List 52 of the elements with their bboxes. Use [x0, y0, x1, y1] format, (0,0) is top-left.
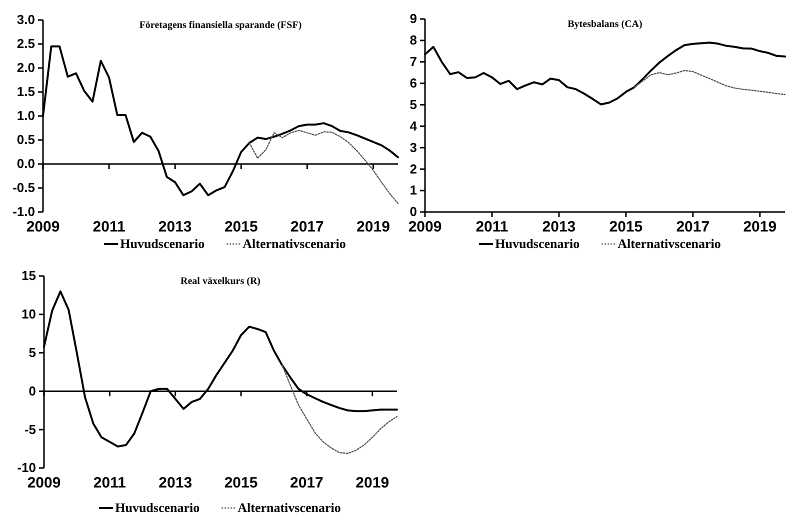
- x-tick-label: 2011: [476, 218, 508, 236]
- x-tick-label: 2013: [158, 474, 192, 492]
- legend-label: Huvudscenario: [495, 236, 580, 251]
- x-tick-label: 2011: [92, 218, 126, 236]
- y-tick-label: -5: [24, 422, 36, 437]
- y-tick-label: 1: [410, 182, 417, 198]
- y-tick-label: 1.0: [16, 108, 35, 124]
- legend-label: Alternativscenario: [242, 236, 346, 251]
- chart-title: Företagens finansiella sparande (FSF): [139, 20, 302, 31]
- y-tick-label: 2.5: [16, 36, 35, 52]
- legend-label: Alternativscenario: [618, 236, 721, 251]
- y-tick-label: -10: [17, 460, 36, 476]
- y-tick-label: 0.5: [16, 132, 35, 148]
- x-tick-label: 2011: [93, 474, 126, 492]
- x-tick-label: 2017: [290, 218, 324, 236]
- y-tick-label: 3: [410, 140, 417, 155]
- y-tick-label: 3.0: [16, 12, 35, 28]
- y-tick-label: 7: [410, 54, 417, 70]
- y-tick-label: 4: [410, 118, 418, 134]
- y-tick-label: 1.5: [16, 84, 35, 100]
- y-tick-label: 9: [410, 11, 417, 26]
- y-tick-label: 5: [410, 96, 417, 112]
- y-tick-label: 15: [22, 268, 36, 284]
- y-tick-label: 0: [410, 204, 417, 220]
- x-tick-label: 2009: [26, 218, 60, 236]
- y-tick-label: -0.5: [12, 180, 35, 196]
- x-tick-label: 2009: [408, 218, 442, 236]
- y-tick-label: 0: [28, 383, 36, 398]
- x-tick-label: 2017: [676, 218, 710, 236]
- y-tick-label: -1.0: [12, 204, 35, 220]
- x-tick-label: 2019: [356, 218, 390, 236]
- y-tick-label: 0.0: [16, 156, 35, 172]
- x-tick-label: 2013: [542, 218, 576, 236]
- legend-label: Huvudscenario: [120, 236, 205, 251]
- x-tick-label: 2017: [290, 474, 324, 492]
- x-tick-label: 2013: [158, 218, 192, 236]
- x-tick-label: 2015: [224, 474, 258, 492]
- y-tick-label: 8: [410, 32, 417, 48]
- legend-label: Huvudscenario: [115, 500, 200, 515]
- y-tick-label: 2.0: [16, 60, 35, 76]
- x-tick-label: 2019: [743, 218, 777, 236]
- x-tick-label: 2009: [27, 474, 61, 492]
- x-tick-label: 2015: [609, 218, 643, 236]
- x-tick-label: 2015: [224, 218, 258, 236]
- x-tick-label: 2019: [356, 474, 390, 492]
- y-tick-label: 6: [410, 75, 417, 90]
- y-tick-label: 5: [28, 344, 36, 360]
- legend-label: Alternativscenario: [238, 500, 341, 515]
- chart-title: Bytesbalans (CA): [568, 19, 642, 30]
- chart-title: Real växelkurs (R): [180, 276, 260, 287]
- y-tick-label: 2: [410, 161, 417, 176]
- y-tick-label: 10: [22, 306, 36, 322]
